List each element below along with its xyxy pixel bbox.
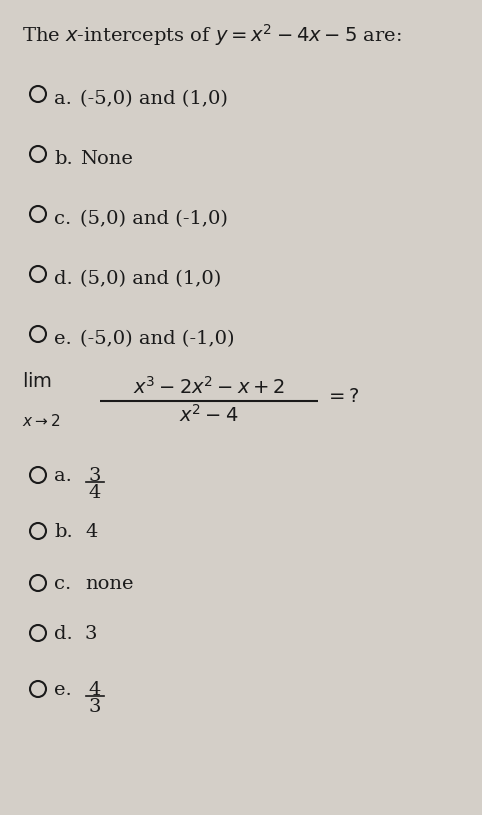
- Text: (-5,0) and (-1,0): (-5,0) and (-1,0): [80, 330, 235, 348]
- Text: 3: 3: [89, 467, 101, 485]
- Text: 3: 3: [85, 625, 97, 643]
- Text: c.: c.: [54, 575, 71, 593]
- Text: none: none: [85, 575, 134, 593]
- Text: (5,0) and (-1,0): (5,0) and (-1,0): [80, 210, 228, 228]
- Text: a.: a.: [54, 90, 72, 108]
- Text: 4: 4: [89, 484, 101, 502]
- Text: 3: 3: [89, 698, 101, 716]
- Text: a.: a.: [54, 467, 72, 485]
- Text: e.: e.: [54, 681, 72, 699]
- Text: 4: 4: [85, 523, 97, 541]
- Text: 4: 4: [89, 681, 101, 699]
- Text: (-5,0) and (1,0): (-5,0) and (1,0): [80, 90, 228, 108]
- Text: None: None: [80, 150, 133, 168]
- Text: $= ?$: $= ?$: [325, 388, 360, 406]
- Text: $x^3-2x^2-x+2$: $x^3-2x^2-x+2$: [133, 376, 285, 398]
- Text: $x^2-4$: $x^2-4$: [179, 404, 239, 426]
- Text: $x \to 2$: $x \to 2$: [22, 413, 60, 429]
- Text: d.: d.: [54, 625, 73, 643]
- Text: e.: e.: [54, 330, 72, 348]
- Text: The $x$-intercepts of $y = x^2-4x-5$ are:: The $x$-intercepts of $y = x^2-4x-5$ are…: [22, 22, 402, 48]
- Text: $\mathrm{lim}$: $\mathrm{lim}$: [22, 372, 52, 391]
- Text: d.: d.: [54, 270, 73, 288]
- Text: b.: b.: [54, 523, 73, 541]
- Text: b.: b.: [54, 150, 73, 168]
- Text: (5,0) and (1,0): (5,0) and (1,0): [80, 270, 221, 288]
- Text: c.: c.: [54, 210, 71, 228]
